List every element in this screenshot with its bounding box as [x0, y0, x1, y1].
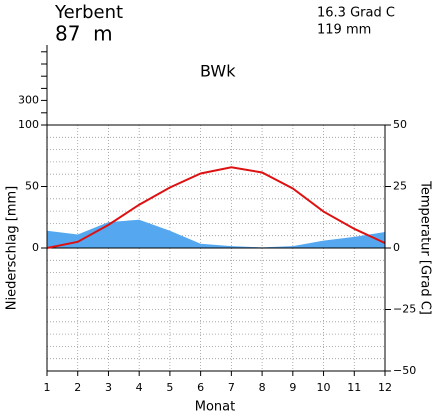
- x-tick-label: 4: [136, 381, 143, 394]
- x-tick-label: 2: [74, 381, 81, 394]
- annual-precipitation: 119 mm: [317, 23, 371, 38]
- station-name: Yerbent: [54, 2, 123, 23]
- x-tick-label: 7: [228, 381, 235, 394]
- x-axis-label: Monat: [195, 400, 235, 415]
- precipitation-area: [47, 219, 385, 248]
- x-tick-label: 1: [44, 381, 51, 394]
- y2-tick-label: 50: [393, 118, 407, 131]
- x-tick-label: 12: [378, 381, 392, 394]
- mean-temperature: 16.3 Grad C: [317, 6, 395, 21]
- y-tick-label: 100: [18, 118, 39, 131]
- y-axis-label: Niederschlag [mm]: [5, 186, 20, 311]
- y2-tick-label: 25: [393, 180, 407, 193]
- upper-axis: [41, 45, 48, 125]
- y-tick-label: 0: [32, 241, 39, 254]
- x-tick-label: 6: [197, 381, 204, 394]
- x-tick-label: 10: [317, 381, 331, 394]
- x-tick-label: 5: [166, 381, 173, 394]
- y2-tick-label: 0: [393, 241, 400, 254]
- y-tick-label: 300: [18, 93, 39, 106]
- x-tick-label: 11: [347, 381, 361, 394]
- climate-class: BWk: [200, 62, 236, 81]
- y2-tick-label: −50: [393, 364, 416, 377]
- x-tick-label: 3: [105, 381, 112, 394]
- y2-tick-label: −25: [393, 303, 416, 316]
- y2-axis-label: Temperatur [Grad C]: [418, 180, 433, 315]
- x-tick-label: 8: [259, 381, 266, 394]
- elevation: 87 m: [55, 22, 113, 46]
- x-tick-label: 9: [289, 381, 296, 394]
- temperature-line: [46, 166, 386, 249]
- y-tick-label: 50: [25, 180, 39, 193]
